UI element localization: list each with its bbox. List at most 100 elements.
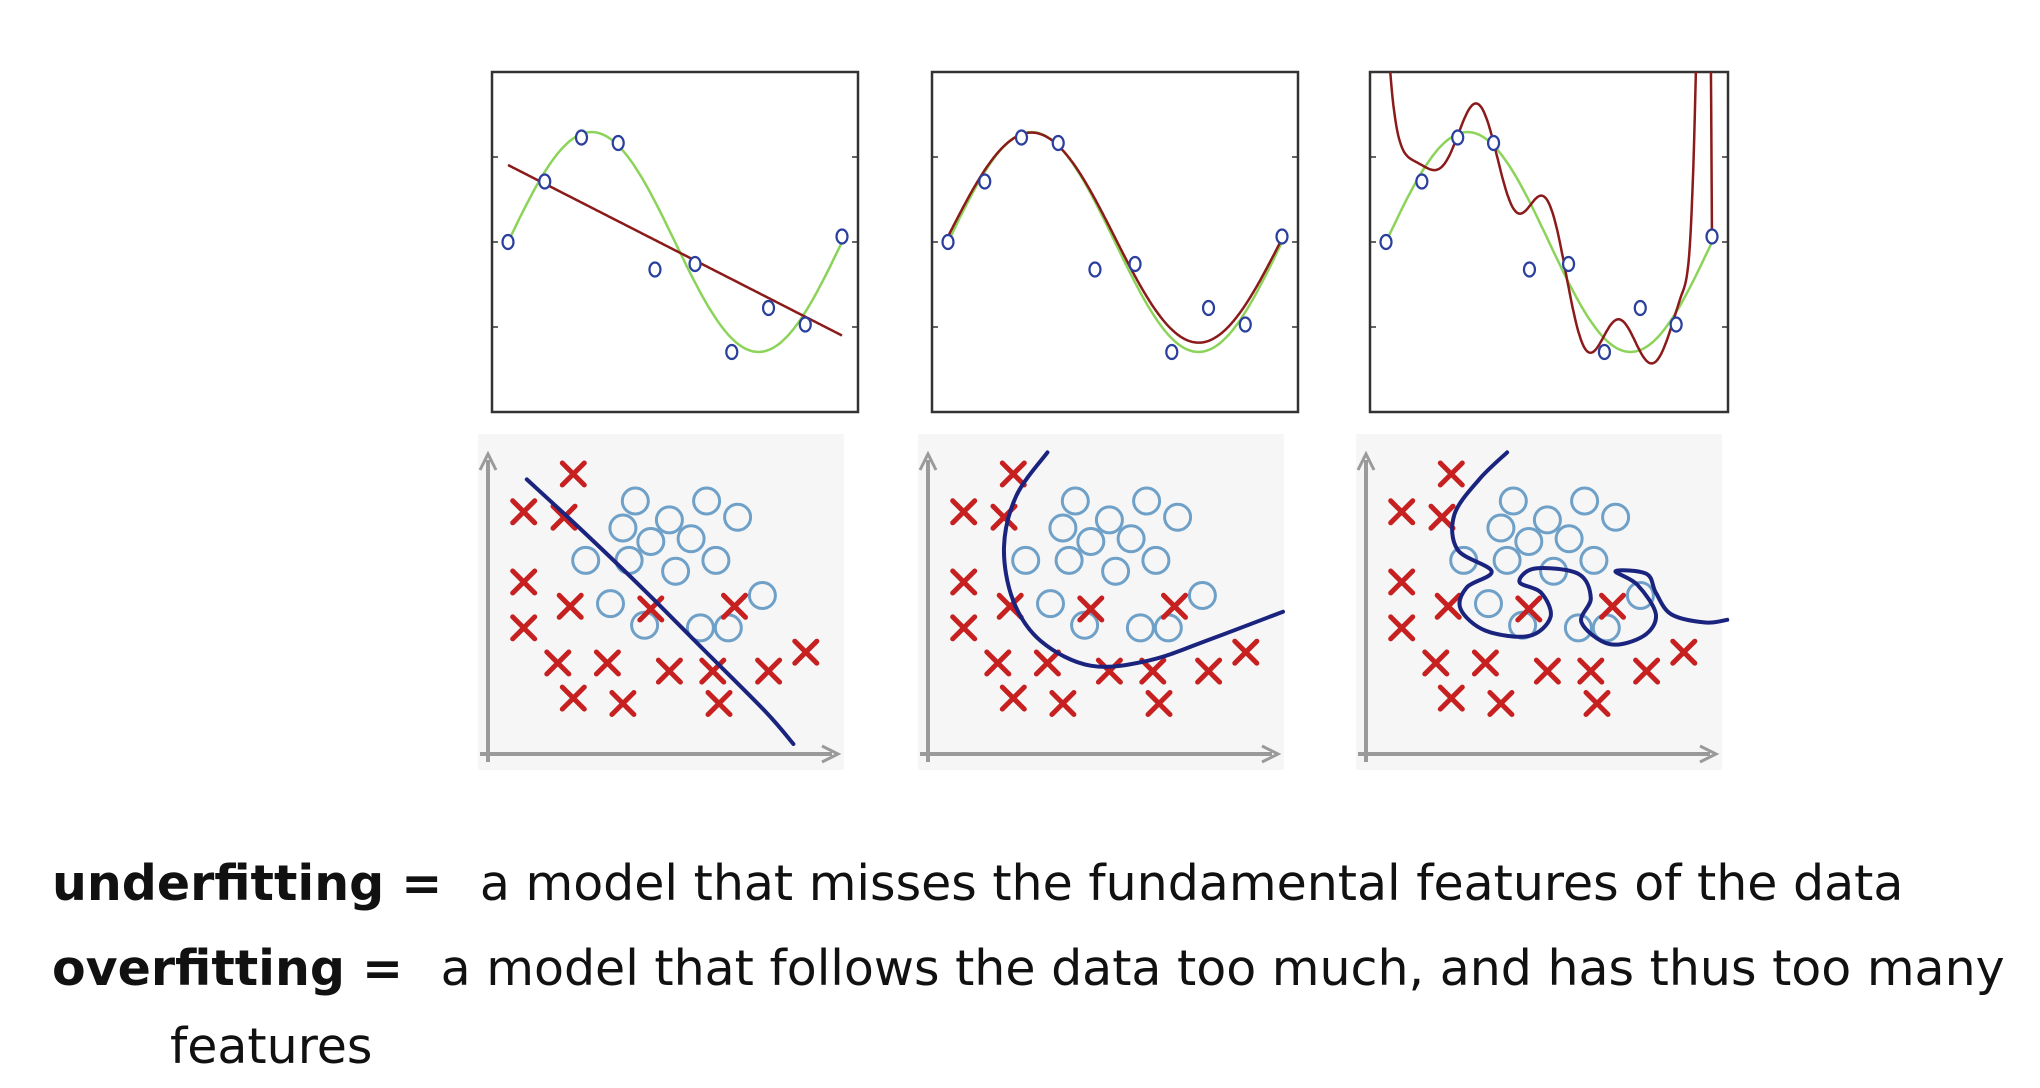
class-circle-point	[1486, 513, 1516, 543]
class-cross-point	[544, 649, 572, 677]
class-cross-point	[510, 568, 538, 596]
class-cross-point	[1471, 649, 1499, 677]
y-axis-arrow	[1356, 450, 1376, 471]
class-cross-point	[510, 614, 538, 642]
data-point	[1088, 261, 1102, 278]
class-cross-point	[1434, 592, 1462, 620]
class-cross-point	[999, 460, 1027, 488]
class-cross-point	[792, 638, 820, 666]
data-point	[978, 173, 992, 190]
class-cross-point	[1388, 498, 1416, 526]
data-point	[941, 233, 955, 251]
class-circle-point	[1125, 613, 1155, 643]
overfitting-definition: overfitting = a model that follows the d…	[52, 940, 2005, 997]
class-circle-point	[1116, 524, 1146, 554]
class-cross-point	[655, 657, 683, 685]
data-point	[1597, 343, 1612, 361]
class-circle-point	[676, 524, 706, 554]
class-circle-point	[1570, 486, 1600, 516]
class-circle-point	[692, 486, 722, 516]
class-circle-point	[701, 545, 731, 575]
class-circle-point	[1532, 505, 1562, 535]
class-circle-point	[1625, 581, 1655, 610]
data-point	[1238, 316, 1252, 333]
class-cross-point	[950, 614, 978, 642]
data-point	[1051, 134, 1065, 152]
class-circle-point	[654, 505, 684, 535]
class-cross-point	[1232, 638, 1260, 666]
data-point	[538, 173, 552, 190]
data-point	[648, 261, 662, 278]
class-circle-point	[1601, 502, 1631, 532]
class-cross-point	[559, 684, 587, 712]
class-cross-point	[1388, 568, 1416, 596]
class-circle-point	[1163, 502, 1193, 532]
class-cross-point	[950, 498, 978, 526]
overfitting-text: a model that follows the data too much, …	[440, 940, 2005, 997]
class-cross-point	[705, 690, 733, 717]
class-cross-point	[984, 649, 1012, 677]
class-circle-point	[620, 486, 650, 516]
class-circle-point	[1141, 545, 1171, 575]
class-circle-point	[1048, 513, 1078, 543]
class-cross-point	[559, 460, 587, 488]
classification-panel-3	[1356, 434, 1730, 770]
class-cross-point	[1583, 690, 1611, 717]
fitting-comparison-figure	[478, 70, 1730, 770]
class-circle-point	[685, 613, 715, 643]
class-cross-point	[1437, 684, 1465, 712]
class-circle-point	[1036, 589, 1065, 619]
class-circle-point	[1554, 524, 1584, 554]
data-point	[1165, 343, 1179, 361]
class-circle-point	[608, 513, 638, 543]
data-point	[798, 316, 812, 333]
class-cross-point	[1533, 657, 1561, 685]
data-point	[688, 255, 702, 273]
class-cross-point	[510, 498, 538, 526]
data-point	[501, 233, 515, 251]
class-cross-point	[1422, 649, 1450, 677]
class-cross-point	[1599, 592, 1626, 620]
class-cross-point	[755, 657, 783, 685]
class-circle-point	[1579, 545, 1609, 575]
data-point	[835, 228, 849, 245]
classification-panel-1	[478, 434, 844, 770]
class-circle-point	[571, 545, 601, 575]
data-point	[761, 299, 776, 317]
data-point	[1275, 228, 1289, 245]
class-cross-point	[1633, 657, 1661, 685]
decision-boundary	[524, 477, 796, 746]
class-circle-point	[596, 589, 625, 619]
class-cross-point	[1388, 614, 1416, 642]
class-cross-point	[1670, 638, 1698, 666]
data-point	[1633, 299, 1647, 317]
class-circle-point	[1011, 545, 1041, 575]
class-cross-point	[1161, 592, 1188, 620]
class-circle-point	[1563, 613, 1593, 643]
data-point	[1128, 255, 1142, 273]
fitted-model-curve	[946, 131, 1284, 344]
class-cross-point	[1139, 657, 1167, 685]
x-axis-arrow	[821, 744, 842, 764]
data-point	[1379, 233, 1393, 251]
y-axis-arrow	[478, 450, 498, 471]
class-cross-point	[950, 568, 978, 596]
class-circle-point	[1187, 581, 1217, 610]
class-cross-point	[593, 649, 621, 677]
class-circle-point	[1492, 545, 1522, 575]
class-cross-point	[609, 690, 637, 717]
class-cross-point	[1437, 460, 1465, 488]
class-cross-point	[1515, 595, 1543, 623]
class-cross-point	[1095, 657, 1123, 685]
true-function-curve	[1384, 130, 1714, 354]
class-cross-point	[1033, 649, 1061, 677]
class-circle-point	[661, 556, 691, 586]
class-circle-point	[1514, 527, 1544, 556]
data-point	[1451, 129, 1465, 146]
fitted-model-curve	[1389, 72, 1714, 365]
class-circle-point	[1060, 486, 1090, 516]
data-point	[574, 129, 589, 146]
regression-panel-1	[490, 70, 860, 414]
class-circle-point	[1094, 505, 1124, 535]
class-circle-point	[1474, 589, 1503, 619]
